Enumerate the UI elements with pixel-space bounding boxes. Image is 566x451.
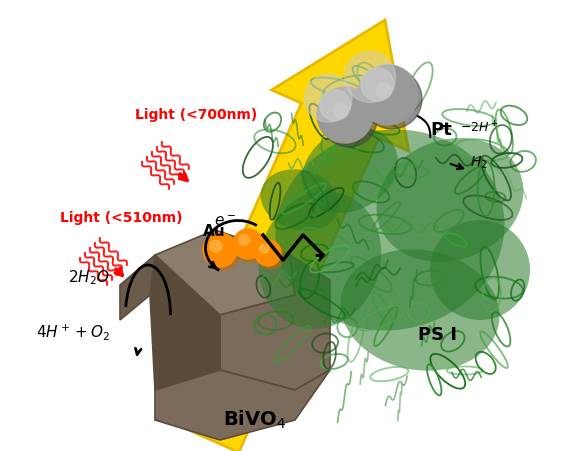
Polygon shape xyxy=(150,230,295,315)
Circle shape xyxy=(321,91,377,147)
Ellipse shape xyxy=(376,138,524,262)
Circle shape xyxy=(239,235,249,245)
Ellipse shape xyxy=(260,169,340,231)
Ellipse shape xyxy=(430,220,530,320)
Ellipse shape xyxy=(341,249,499,371)
Ellipse shape xyxy=(276,129,504,331)
Circle shape xyxy=(258,243,284,269)
Polygon shape xyxy=(150,255,220,390)
Circle shape xyxy=(345,51,396,102)
Text: Light (<700nm): Light (<700nm) xyxy=(135,108,258,122)
Circle shape xyxy=(259,244,268,253)
Circle shape xyxy=(376,83,391,98)
Circle shape xyxy=(236,232,266,262)
Text: $2H_2O$: $2H_2O$ xyxy=(68,269,110,287)
Circle shape xyxy=(361,68,394,101)
Polygon shape xyxy=(220,255,330,390)
Circle shape xyxy=(203,233,237,267)
Circle shape xyxy=(317,87,373,143)
Text: $-2H^+$: $-2H^+$ xyxy=(460,120,499,136)
Text: $4H^+ + O_2$: $4H^+ + O_2$ xyxy=(36,322,110,342)
Text: $e^-$: $e^-$ xyxy=(214,215,236,230)
Text: Light (<510nm): Light (<510nm) xyxy=(60,211,182,225)
Text: Pt: Pt xyxy=(430,121,452,139)
Text: Au: Au xyxy=(203,225,225,239)
Circle shape xyxy=(362,69,422,129)
Polygon shape xyxy=(120,255,155,320)
Ellipse shape xyxy=(302,127,398,213)
Text: PS I: PS I xyxy=(418,326,457,344)
Ellipse shape xyxy=(259,191,381,329)
Circle shape xyxy=(210,240,222,252)
Text: BiVO$_4$: BiVO$_4$ xyxy=(224,409,286,431)
Circle shape xyxy=(255,240,281,266)
Polygon shape xyxy=(161,20,409,451)
Text: $H_2$: $H_2$ xyxy=(470,155,488,171)
Circle shape xyxy=(320,90,350,120)
Circle shape xyxy=(233,229,263,259)
Circle shape xyxy=(358,65,418,125)
Polygon shape xyxy=(155,370,330,440)
Circle shape xyxy=(206,236,240,270)
Circle shape xyxy=(305,74,352,122)
Circle shape xyxy=(334,104,348,118)
